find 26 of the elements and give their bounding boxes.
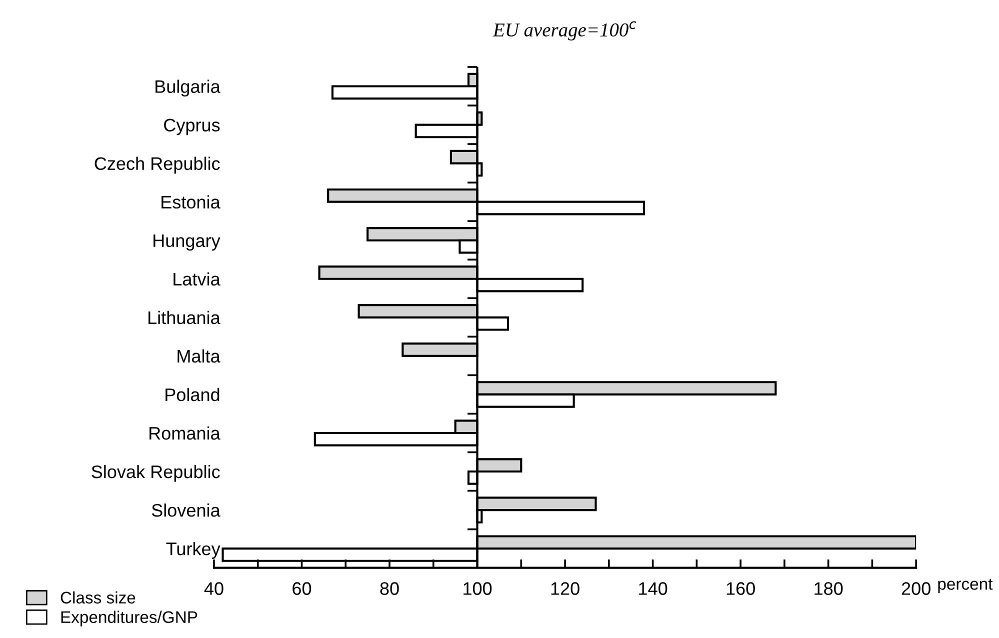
- y-tick-label: Slovenia: [152, 503, 220, 517]
- y-tick-label: Czech Republic: [94, 156, 220, 174]
- chart-title: EU average=100$^{c}$: [492, 21, 636, 40]
- x-tick-label: 100: [464, 582, 492, 595]
- y-tick-label: Romania: [150, 426, 220, 440]
- x-axis-title: percent: [938, 578, 993, 594]
- y-tick-label: Bulgaria: [156, 80, 220, 97]
- x-tick-label: 120: [551, 582, 580, 595]
- legend-label: Expenditures/GNP: [61, 610, 198, 626]
- y-tick-label: Malta: [178, 349, 220, 363]
- y-tick-label: Turkey: [166, 542, 220, 559]
- x-tick-label: 160: [726, 582, 755, 595]
- legend-label: Class size: [60, 591, 136, 604]
- y-tick-label: Slovak Republic: [92, 464, 220, 482]
- x-tick-label: 180: [814, 582, 843, 595]
- y-tick-label: Poland: [166, 388, 220, 402]
- x-tick-label: 80: [380, 582, 399, 595]
- y-tick-label: Cyprus: [164, 118, 220, 136]
- x-tick-label: 140: [639, 582, 668, 595]
- y-tick-label: Lithuania: [148, 310, 220, 324]
- y-tick-label: Hungary: [154, 234, 220, 251]
- x-tick-label: 60: [292, 582, 312, 595]
- x-tick-label: 200: [902, 582, 930, 595]
- y-tick-label: Latvia: [174, 272, 220, 286]
- x-tick-label: 40: [204, 582, 224, 595]
- y-tick-label: Estonia: [162, 195, 220, 209]
